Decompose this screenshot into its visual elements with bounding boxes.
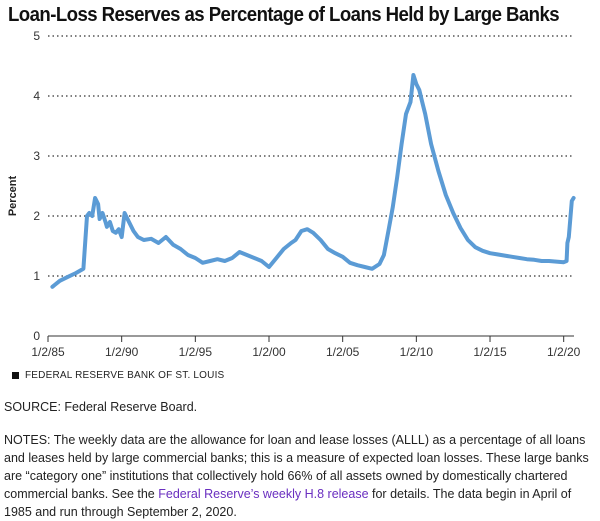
notes-paragraph: NOTES: The weekly data are the allowance… — [4, 431, 596, 521]
square-icon — [12, 372, 19, 379]
source-line: SOURCE: Federal Reserve Board. — [4, 400, 198, 414]
y-tick-label: 3 — [33, 149, 40, 163]
y-tick-label: 4 — [33, 89, 40, 103]
x-tick-label: 1/2/20 — [547, 345, 581, 359]
x-tick-label: 1/2/05 — [326, 345, 360, 359]
x-tick-label: 1/2/85 — [31, 345, 65, 359]
source-mark-label: FEDERAL RESERVE BANK OF ST. LOUIS — [25, 370, 225, 381]
x-tick-label: 1/2/00 — [252, 345, 286, 359]
y-tick-label: 5 — [33, 29, 40, 43]
x-tick-label: 1/2/15 — [473, 345, 507, 359]
y-axis: 0 1 2 3 4 5 — [33, 29, 40, 343]
y-tick-label: 0 — [33, 329, 40, 343]
h8-release-link[interactable]: Federal Reserve’s weekly H.8 release — [158, 487, 369, 501]
source-mark: FEDERAL RESERVE BANK OF ST. LOUIS — [12, 370, 224, 381]
y-tick-label: 1 — [33, 269, 40, 283]
gridlines — [48, 35, 574, 337]
series-line — [50, 73, 576, 289]
y-tick-label: 2 — [33, 209, 40, 223]
chart-title: Loan-Loss Reserves as Percentage of Loan… — [8, 4, 560, 26]
x-axis: 1/2/85 1/2/90 1/2/95 1/2/00 1/2/05 1/2/10 1/2/… — [31, 336, 581, 359]
x-tick-label: 1/2/95 — [179, 345, 213, 359]
notes-text: NOTES: The weekly data are the allowance… — [4, 433, 589, 501]
x-tick-label: 1/2/10 — [400, 345, 434, 359]
notes-text-end: for details. The data begin in April of … — [4, 487, 572, 519]
x-tick-label: 1/2/90 — [105, 345, 139, 359]
series-group — [50, 73, 576, 289]
y-axis-label: Percent — [7, 175, 19, 216]
